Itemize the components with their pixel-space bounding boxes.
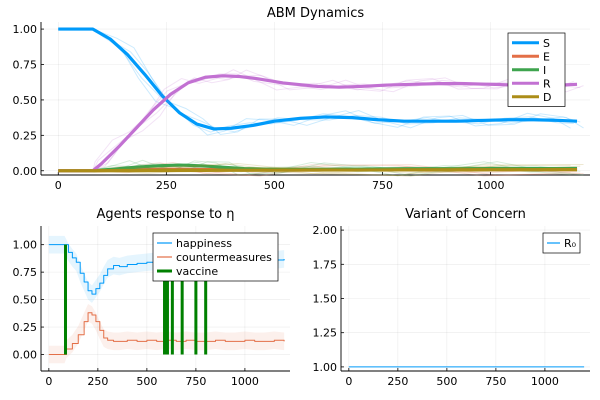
x-tick-label: 0	[45, 375, 52, 388]
y-tick-label: 1.75	[313, 258, 338, 271]
series-countermeasures-line	[48, 312, 285, 356]
legend-label: countermeasures	[176, 251, 272, 264]
legend-label: R₀	[564, 237, 577, 250]
y-tick-label: 0.50	[13, 94, 38, 107]
x-tick-label: 750	[372, 179, 393, 192]
series-I-trajectory	[58, 159, 584, 177]
x-tick-label: 500	[436, 375, 457, 388]
series-R-line	[58, 74, 578, 173]
y-tick-label: 0.25	[13, 129, 38, 142]
legend-label: S	[543, 37, 550, 50]
x-tick-label: 0	[55, 179, 62, 192]
x-tick-label: 1000	[231, 375, 259, 388]
series-I-trajectory	[58, 160, 571, 177]
x-tick-label: 1000	[477, 179, 505, 192]
x-tick-label: 250	[87, 375, 108, 388]
legend-box	[152, 232, 279, 282]
chart-title: Agents response to η	[97, 207, 235, 222]
series-S-trajectory	[58, 28, 574, 133]
x-tick-label: 250	[156, 179, 177, 192]
legend: R₀	[542, 232, 581, 254]
x-tick-label: 500	[136, 375, 157, 388]
chart-title: ABM Dynamics	[267, 6, 364, 21]
legend-label: vaccine	[176, 265, 218, 278]
x-tick-label: 750	[185, 375, 206, 388]
x-tick-label: 250	[387, 375, 408, 388]
y-tick-label: 1.00	[13, 23, 38, 36]
legend-label: R	[543, 77, 551, 90]
y-tick-label: 1.25	[313, 327, 338, 340]
y-tick-label: 1.50	[313, 293, 338, 306]
y-tick-label: 0.50	[13, 294, 38, 307]
chart-title: Variant of Concern	[405, 207, 526, 222]
legend-label: E	[543, 50, 550, 63]
y-tick-label: 0.00	[13, 349, 38, 362]
y-tick-label: 0.75	[13, 59, 38, 72]
chart-panel-3: Variant of Concern 0 250 500 750 1000 1.00 1.25…	[313, 207, 590, 388]
series-S-trajectory	[58, 28, 584, 136]
y-tick-label: 0.00	[13, 165, 38, 178]
series-R-trajectory	[58, 69, 584, 172]
series-S-line	[58, 27, 578, 131]
legend-label: I	[543, 64, 546, 77]
legend-box	[542, 232, 581, 254]
x-tick-label: 1000	[531, 375, 559, 388]
series-S-trajectory	[58, 28, 571, 136]
y-tick-label: 0.25	[13, 321, 38, 334]
series-D-line	[58, 168, 578, 173]
x-tick-label: 0	[345, 375, 352, 388]
y-tick-label: 1.00	[13, 239, 38, 252]
y-tick-label: 2.00	[313, 224, 338, 237]
chart-panel-2: Agents response to η 0 250 500 750 1000 0.00 0.…	[13, 207, 290, 388]
y-tick-label: 0.75	[13, 266, 38, 279]
chart-panel-1: ABM Dynamics 0 250 500 750 1000 0.00 0.25 0.50 0.…	[13, 6, 590, 192]
legend-label: happiness	[176, 237, 232, 250]
legend-label: D	[543, 91, 551, 104]
series-R-trajectory	[58, 69, 571, 172]
x-tick-label: 500	[264, 179, 285, 192]
y-tick-label: 1.00	[313, 361, 338, 374]
x-tick-label: 750	[485, 375, 506, 388]
